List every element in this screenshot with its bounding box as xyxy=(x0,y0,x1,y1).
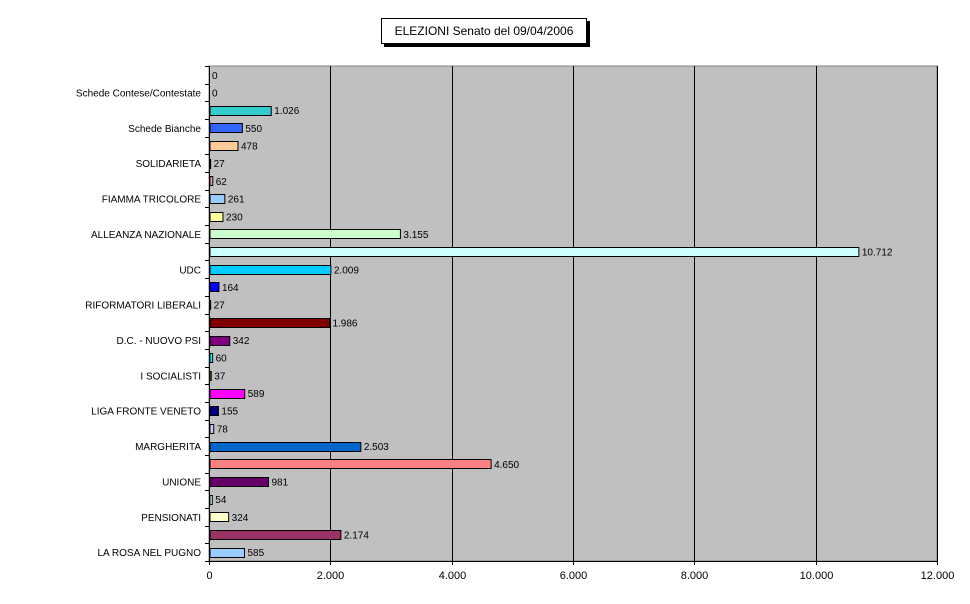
data-label: 62 xyxy=(216,177,228,188)
x-tick-label: 6.000 xyxy=(560,570,588,582)
category-label: ALLEANZA NAZIONALE xyxy=(91,230,201,241)
data-label: 37 xyxy=(214,371,226,382)
bar xyxy=(209,247,860,257)
category-label: UNIONE xyxy=(162,477,201,488)
data-label: 1.986 xyxy=(332,318,357,329)
data-label: 342 xyxy=(233,336,250,347)
data-label: 3.155 xyxy=(403,230,428,241)
data-label: 230 xyxy=(226,212,243,223)
data-label: 585 xyxy=(247,548,264,559)
x-tick-label: 0 xyxy=(206,570,212,582)
data-label: 10.712 xyxy=(862,248,893,259)
bar xyxy=(209,530,342,540)
bar xyxy=(209,194,226,204)
data-label: 589 xyxy=(248,389,265,400)
data-label: 261 xyxy=(228,195,245,206)
data-label: 478 xyxy=(241,142,258,153)
bar xyxy=(209,212,224,222)
x-tick-label: 4.000 xyxy=(439,570,467,582)
bar xyxy=(209,477,270,487)
x-tick-label: 10.000 xyxy=(800,570,834,582)
data-label: 324 xyxy=(232,513,249,524)
bar xyxy=(209,229,401,239)
category-label: I SOCIALISTI xyxy=(140,371,201,382)
data-label: 60 xyxy=(216,354,228,365)
bar xyxy=(209,389,246,399)
bar xyxy=(209,353,214,363)
category-label: MARGHERITA xyxy=(135,442,201,453)
data-label: 27 xyxy=(214,159,226,170)
bar xyxy=(209,106,272,116)
data-label: 155 xyxy=(221,407,238,418)
bar xyxy=(209,371,212,381)
data-label: 0 xyxy=(212,71,218,82)
bar xyxy=(209,300,212,310)
category-label: SOLIDARIETA xyxy=(136,159,202,170)
x-tick-label: 2.000 xyxy=(317,570,345,582)
category-label: RIFORMATORI LIBERALI xyxy=(85,301,201,312)
bar xyxy=(209,318,330,328)
bar xyxy=(209,424,215,434)
data-label: 550 xyxy=(245,124,262,135)
category-label: LIGA FRONTE VENETO xyxy=(91,407,201,418)
bar xyxy=(209,141,239,151)
category-label: Schede Bianche xyxy=(128,124,201,135)
data-label: 2.503 xyxy=(364,442,389,453)
data-label: 54 xyxy=(215,495,227,506)
bar xyxy=(209,282,220,292)
bar xyxy=(209,336,231,346)
bar xyxy=(209,159,212,169)
category-label: UDC xyxy=(179,265,201,276)
bar xyxy=(209,459,492,469)
category-label: LA ROSA NEL PUGNO xyxy=(97,548,201,559)
data-label: 0 xyxy=(212,89,218,100)
category-label: FIAMMA TRICOLORE xyxy=(102,195,202,206)
x-tick-label: 8.000 xyxy=(681,570,709,582)
data-label: 2.174 xyxy=(344,530,369,541)
bar xyxy=(209,176,214,186)
category-label: D.C. - NUOVO PSI xyxy=(117,336,201,347)
data-label: 4.650 xyxy=(494,460,519,471)
bar xyxy=(209,495,213,505)
bar xyxy=(209,406,219,416)
bar xyxy=(209,512,230,522)
bar xyxy=(209,123,243,133)
bar xyxy=(209,442,362,452)
data-label: 1.026 xyxy=(274,106,299,117)
data-label: 2.009 xyxy=(334,265,359,276)
category-label: Schede Contese/Contestate xyxy=(76,89,202,100)
data-label: 164 xyxy=(222,283,239,294)
chart-title: ELEZIONI Senato del 09/04/2006 xyxy=(381,18,587,44)
data-label: 981 xyxy=(272,477,289,488)
bar xyxy=(209,548,245,558)
category-label: PENSIONATI xyxy=(141,513,201,524)
x-tick-label: 12.000 xyxy=(921,570,955,582)
data-label: 27 xyxy=(214,301,226,312)
data-label: 78 xyxy=(217,424,229,435)
bar xyxy=(209,265,332,275)
